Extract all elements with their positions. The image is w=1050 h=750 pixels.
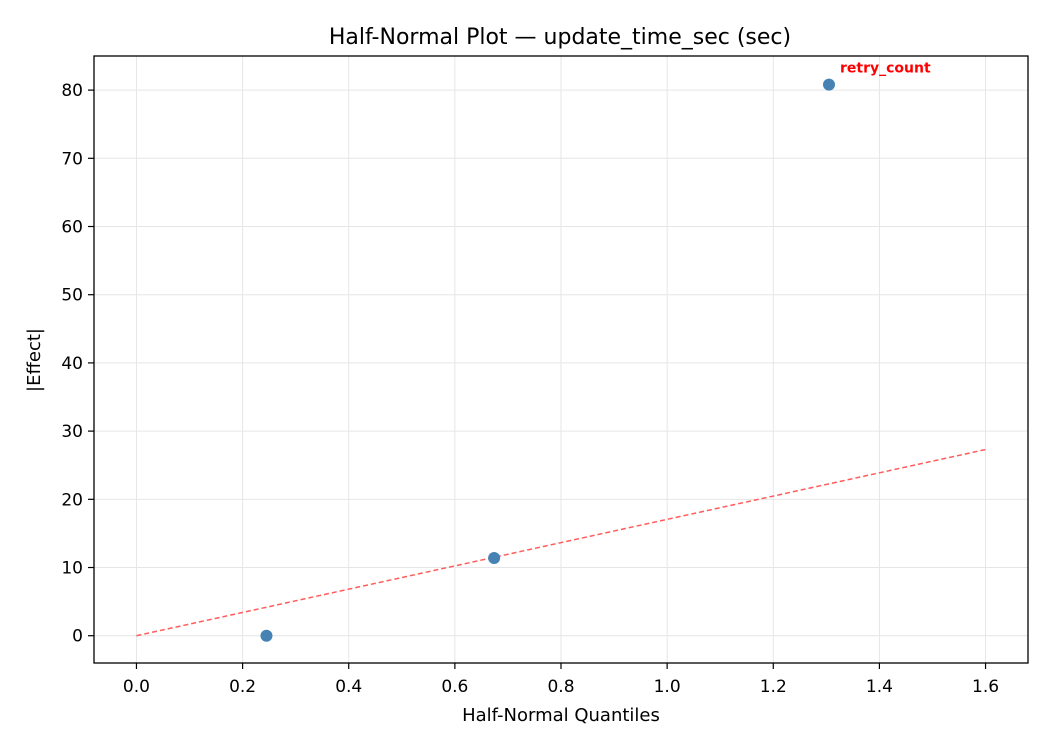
y-tick-label: 0: [72, 627, 83, 647]
x-tick-label: 0.6: [441, 677, 468, 697]
point-annotation: retry_count: [840, 61, 931, 77]
y-tick-label: 30: [61, 422, 83, 442]
y-tick-label: 20: [61, 490, 83, 510]
y-tick-label: 70: [61, 149, 83, 169]
x-tick-label: 1.6: [972, 677, 999, 697]
x-axis-ticks: 0.0 0.2 0.4 0.6 0.8 1.0 1.2 1.4 1.6: [123, 663, 999, 697]
x-axis-label: Half-Normal Quantiles: [462, 705, 660, 726]
data-point: [488, 551, 501, 564]
y-axis-ticks: 0 10 20 30 40 50 60 70 80: [61, 81, 94, 647]
y-axis-label: |Effect|: [24, 328, 45, 392]
grid: [94, 56, 1028, 663]
x-tick-label: 0.2: [229, 677, 256, 697]
y-tick-label: 50: [61, 286, 83, 306]
chart-title: Half-Normal Plot — update_time_sec (sec): [329, 25, 791, 50]
y-tick-label: 80: [61, 81, 83, 101]
data-point: [822, 78, 835, 91]
x-tick-label: 0.8: [547, 677, 574, 697]
y-tick-label: 60: [61, 218, 83, 238]
y-tick-label: 40: [61, 354, 83, 374]
reference-line: [136, 448, 986, 637]
annotations-group: retry_count: [840, 61, 931, 77]
x-tick-label: 1.4: [866, 677, 893, 697]
points-group: [260, 78, 835, 642]
reference-line-group: [136, 448, 986, 637]
x-tick-label: 1.2: [760, 677, 787, 697]
x-tick-label: 0.4: [335, 677, 362, 697]
x-tick-label: 1.0: [654, 677, 681, 697]
y-tick-label: 10: [61, 559, 83, 579]
x-tick-label: 0.0: [123, 677, 150, 697]
data-point: [260, 629, 273, 642]
